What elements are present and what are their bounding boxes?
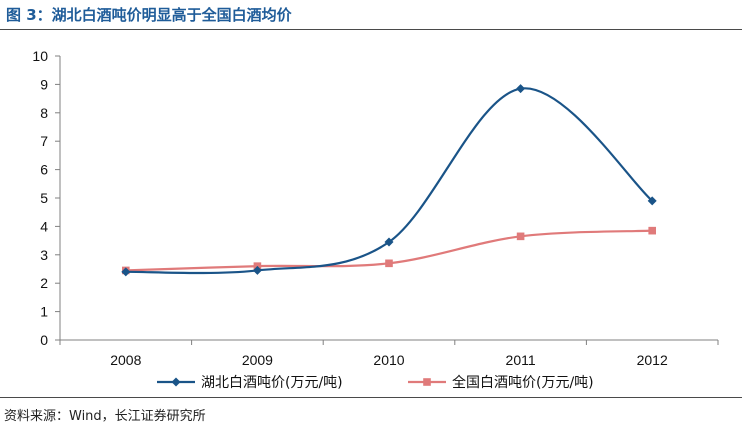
legend-label: 全国白酒吨价(万元/吨) — [452, 374, 594, 391]
series-2 — [122, 226, 656, 275]
series-layer — [121, 84, 657, 277]
legend-item-1: 湖北白酒吨价(万元/吨) — [157, 375, 343, 391]
y-tick-label: 10 — [32, 48, 48, 64]
y-tick-label: 3 — [40, 247, 48, 263]
x-tick-label: 2011 — [506, 352, 536, 368]
bottom-rule — [0, 397, 742, 398]
series-2-point — [516, 232, 525, 241]
y-tick-label: 6 — [40, 162, 48, 178]
chart-legend: 湖北白酒吨价(万元/吨) 全国白酒吨价(万元/吨) — [157, 374, 594, 391]
y-tick-label: 4 — [40, 218, 48, 234]
y-tick-label: 2 — [40, 275, 48, 291]
y-tick-label: 1 — [40, 304, 48, 320]
legend-swatch-marker — [423, 378, 431, 386]
series-1-point — [516, 84, 526, 94]
y-tick-label: 0 — [40, 332, 48, 348]
chart-axes: 0 1 2 3 4 5 6 7 8 9 10 2008 2009 2010 2011 2012 — [32, 48, 719, 368]
y-tick-label: 7 — [40, 133, 48, 149]
source-note: 资料来源：Wind，长江证券研究所 — [4, 409, 206, 424]
series-1-point — [252, 265, 262, 275]
figure-title: 图 3：湖北白酒吨价明显高于全国白酒均价 — [6, 6, 292, 24]
y-tick-label: 8 — [40, 105, 48, 121]
series-1 — [121, 84, 657, 277]
series-1-point — [647, 196, 657, 206]
y-tick-label: 9 — [40, 76, 48, 92]
x-tick-label: 2009 — [242, 352, 273, 368]
x-tick-label: 2008 — [110, 352, 141, 368]
legend-label: 湖北白酒吨价(万元/吨) — [201, 375, 343, 391]
legend-item-2: 全国白酒吨价(万元/吨) — [408, 374, 594, 391]
series-1-point — [384, 237, 394, 247]
series-2-point — [385, 259, 393, 268]
series-2-point — [648, 226, 656, 235]
series-1-line — [125, 87, 653, 275]
top-rule — [0, 29, 742, 30]
y-tick-label: 5 — [40, 190, 48, 206]
legend-swatch-marker — [171, 377, 181, 387]
series-1-point — [121, 267, 131, 277]
x-tick-label: 2010 — [373, 352, 404, 368]
x-tick-label: 2012 — [637, 352, 668, 368]
